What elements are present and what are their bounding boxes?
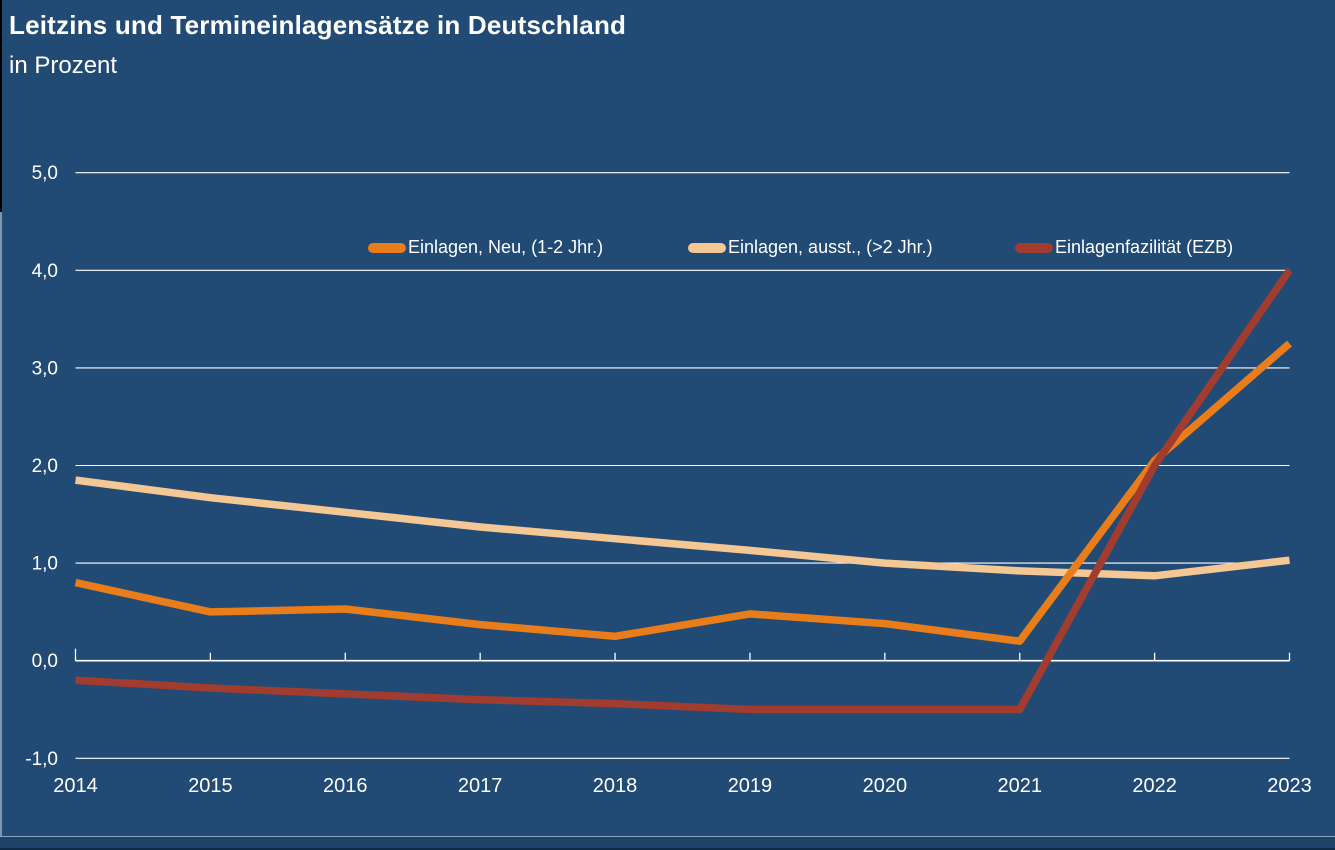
x-tick-label: 2023 — [1267, 775, 1312, 797]
x-tick-label: 2021 — [997, 775, 1042, 797]
legend-label: Einlagen, Neu, (1-2 Jhr.) — [408, 237, 604, 257]
legend-swatch-orange — [368, 242, 406, 253]
series-line-0 — [74, 340, 1292, 645]
x-tick-label: 2017 — [458, 775, 503, 797]
series-line-1 — [75, 476, 1290, 580]
y-tick-label: 1,0 — [32, 554, 58, 575]
legend-swatch-peach — [688, 242, 726, 253]
x-tick-label: 2020 — [863, 775, 908, 797]
x-tick-label: 2016 — [323, 775, 368, 797]
page-title: Leitzins und Termineinlagensätze in Deut… — [9, 10, 627, 40]
y-tick-label: -1,0 — [25, 749, 58, 770]
page-subtitle: in Prozent — [9, 52, 118, 79]
legend-item-einlagen-neu: Einlagen, Neu, (1-2 Jhr.) — [368, 237, 603, 258]
y-tick-label: 5,0 — [32, 163, 58, 184]
left-edge-dark — [0, 0, 2, 212]
x-tick-label: 2014 — [53, 775, 98, 797]
legend-label: Einlagen, ausst., (>2 Jhr.) — [728, 237, 933, 257]
x-tick-label: 2015 — [188, 775, 233, 797]
left-edge-light — [0, 212, 2, 836]
x-tick-label: 2022 — [1132, 775, 1177, 797]
footer-hairline — [0, 836, 1335, 837]
legend-item-einlagen-ausstehend: Einlagen, ausst., (>2 Jhr.) — [688, 237, 933, 258]
y-tick-label: 4,0 — [32, 261, 58, 282]
x-tick-label: 2018 — [593, 775, 638, 797]
y-tick-label: 2,0 — [32, 456, 58, 477]
x-tick-label: 2019 — [728, 775, 773, 797]
legend-swatch-darkred — [1015, 242, 1053, 253]
y-tick-label: 0,0 — [32, 651, 58, 672]
y-tick-label: 3,0 — [32, 358, 58, 379]
bottom-border — [0, 848, 1335, 850]
series-line-2 — [75, 268, 1293, 714]
footer-strip — [0, 837, 1335, 850]
legend-item-einlagenfazilitaet: Einlagenfazilität (EZB) — [1015, 237, 1233, 258]
legend-label: Einlagenfazilität (EZB) — [1055, 237, 1234, 257]
